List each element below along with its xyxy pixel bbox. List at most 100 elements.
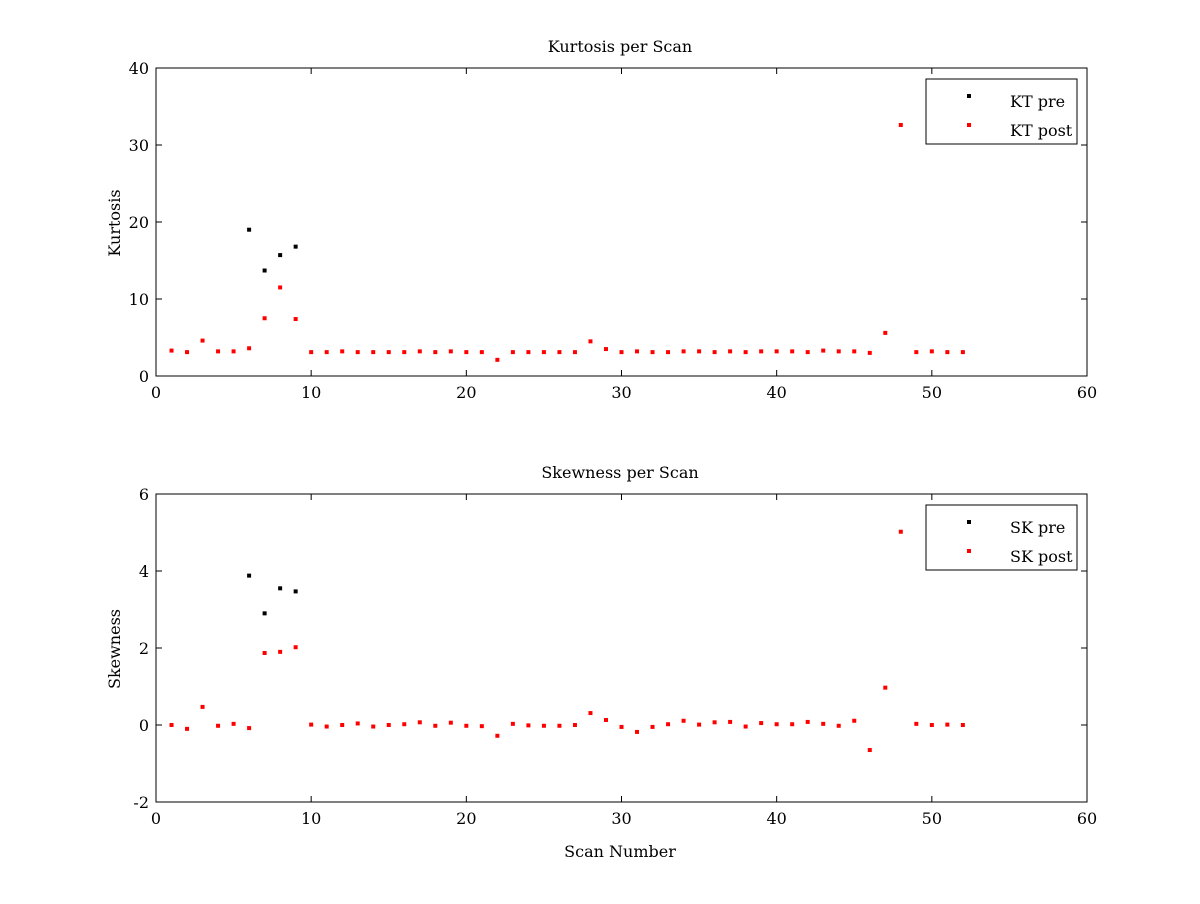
x-tick-label: 50 bbox=[922, 383, 942, 402]
y-tick-label: 20 bbox=[129, 213, 149, 232]
data-point-sk-post bbox=[200, 704, 205, 709]
y-tick-label: 30 bbox=[129, 136, 149, 155]
y-tick-label: 2 bbox=[139, 639, 149, 658]
legend-marker-kt-pre bbox=[967, 94, 971, 98]
data-point-sk-post bbox=[852, 718, 857, 723]
plot-frame bbox=[155, 493, 1088, 803]
x-tick-label: 10 bbox=[301, 809, 321, 828]
chart-title: Kurtosis per Scan bbox=[548, 37, 692, 56]
data-point-kt-post bbox=[666, 350, 671, 355]
data-point-kt-post bbox=[635, 349, 640, 354]
y-axis-label: Skewness bbox=[105, 609, 124, 689]
x-tick-label: 20 bbox=[456, 809, 476, 828]
data-point-sk-post bbox=[697, 722, 702, 727]
data-point-kt-post bbox=[247, 346, 252, 351]
data-point-kt-post bbox=[386, 350, 391, 355]
data-point-sk-post bbox=[805, 719, 810, 724]
x-tick-label: 60 bbox=[1077, 809, 1097, 828]
data-point-sk-post bbox=[867, 748, 872, 753]
data-point-kt-post bbox=[790, 349, 795, 354]
data-point-sk-post bbox=[603, 717, 608, 722]
data-point-kt-post bbox=[805, 350, 810, 355]
data-point-kt-pre bbox=[293, 244, 298, 249]
data-point-kt-pre bbox=[247, 227, 252, 232]
data-point-kt-post bbox=[650, 350, 655, 355]
data-point-kt-post bbox=[774, 349, 779, 354]
data-point-kt-post bbox=[557, 350, 562, 355]
y-tick-label: -2 bbox=[133, 793, 149, 812]
y-tick-label: 4 bbox=[139, 562, 149, 581]
data-points bbox=[169, 529, 965, 753]
x-tick-label: 0 bbox=[151, 383, 161, 402]
data-point-sk-post bbox=[681, 718, 686, 723]
y-tick-label: 10 bbox=[129, 290, 149, 309]
data-point-kt-post bbox=[743, 350, 748, 355]
data-point-kt-post bbox=[728, 349, 733, 354]
data-point-kt-post bbox=[960, 350, 965, 355]
x-axis-label: Scan Number bbox=[564, 842, 676, 861]
y-tick-label: 0 bbox=[139, 716, 149, 735]
data-point-sk-post bbox=[510, 721, 515, 726]
data-point-kt-post bbox=[712, 350, 717, 355]
data-point-sk-post bbox=[743, 724, 748, 729]
data-point-kt-pre bbox=[262, 268, 267, 273]
data-point-sk-post bbox=[883, 685, 888, 690]
data-point-sk-post bbox=[836, 723, 841, 728]
legend-label-sk-pre: SK pre bbox=[1010, 518, 1065, 537]
data-point-sk-post bbox=[557, 723, 562, 728]
data-point-sk-post bbox=[650, 724, 655, 729]
data-point-sk-pre bbox=[293, 589, 298, 594]
data-point-kt-post bbox=[821, 348, 826, 353]
data-point-kt-post bbox=[417, 349, 422, 354]
data-point-sk-post bbox=[929, 723, 934, 727]
data-point-kt-post bbox=[371, 350, 376, 355]
legend-label-kt-post: KT post bbox=[1010, 121, 1073, 140]
axis-ticks: 0 10 20 30 40 50 60 0 10 20 30 40 bbox=[129, 59, 1098, 402]
y-tick-label: 0 bbox=[139, 367, 149, 386]
legend-box bbox=[925, 504, 1078, 571]
data-point-kt-post bbox=[262, 316, 267, 321]
x-tick-label: 20 bbox=[456, 383, 476, 402]
data-point-sk-post bbox=[309, 722, 314, 727]
x-tick-label: 30 bbox=[611, 809, 631, 828]
data-point-sk-pre bbox=[262, 611, 267, 616]
data-point-sk-post bbox=[386, 723, 391, 727]
data-point-kt-post bbox=[169, 348, 174, 353]
data-point-sk-post bbox=[355, 721, 360, 726]
data-point-sk-post bbox=[247, 726, 252, 731]
x-tick-label: 30 bbox=[611, 383, 631, 402]
legend-box bbox=[925, 78, 1078, 145]
data-point-kt-post bbox=[293, 317, 298, 322]
data-point-kt-post bbox=[681, 349, 686, 354]
data-point-sk-post bbox=[278, 649, 283, 654]
data-point-sk-post bbox=[293, 645, 298, 650]
legend: SK pre SK post bbox=[925, 504, 1078, 571]
data-point-sk-post bbox=[448, 720, 453, 725]
data-point-kt-post bbox=[231, 349, 236, 354]
data-point-sk-post bbox=[759, 721, 764, 726]
data-point-sk-post bbox=[324, 724, 329, 729]
data-point-kt-post bbox=[464, 350, 469, 355]
data-point-kt-post bbox=[200, 338, 205, 343]
data-point-sk-pre bbox=[247, 573, 252, 578]
data-point-kt-post bbox=[526, 350, 531, 355]
kurtosis-panel: Kurtosis per Scan Kurtosis 0 10 20 30 40 50 60… bbox=[105, 37, 1097, 402]
data-point-kt-post bbox=[541, 350, 546, 355]
data-point-sk-post bbox=[635, 729, 640, 734]
data-point-kt-pre bbox=[278, 253, 283, 258]
data-point-kt-post bbox=[914, 350, 919, 355]
data-points bbox=[169, 122, 965, 362]
data-point-sk-post bbox=[433, 723, 438, 728]
legend-label-kt-pre: KT pre bbox=[1010, 92, 1065, 111]
legend-marker-sk-pre bbox=[967, 520, 971, 524]
data-point-sk-post bbox=[371, 724, 376, 729]
y-tick-label: 40 bbox=[129, 59, 149, 78]
data-point-kt-post bbox=[433, 350, 438, 355]
skewness-panel: Skewness per Scan Skewness Scan Number 0… bbox=[105, 463, 1097, 861]
data-point-kt-post bbox=[759, 349, 764, 354]
y-axis-label: Kurtosis bbox=[105, 189, 124, 256]
data-point-kt-post bbox=[697, 349, 702, 354]
data-point-sk-post bbox=[495, 733, 500, 738]
